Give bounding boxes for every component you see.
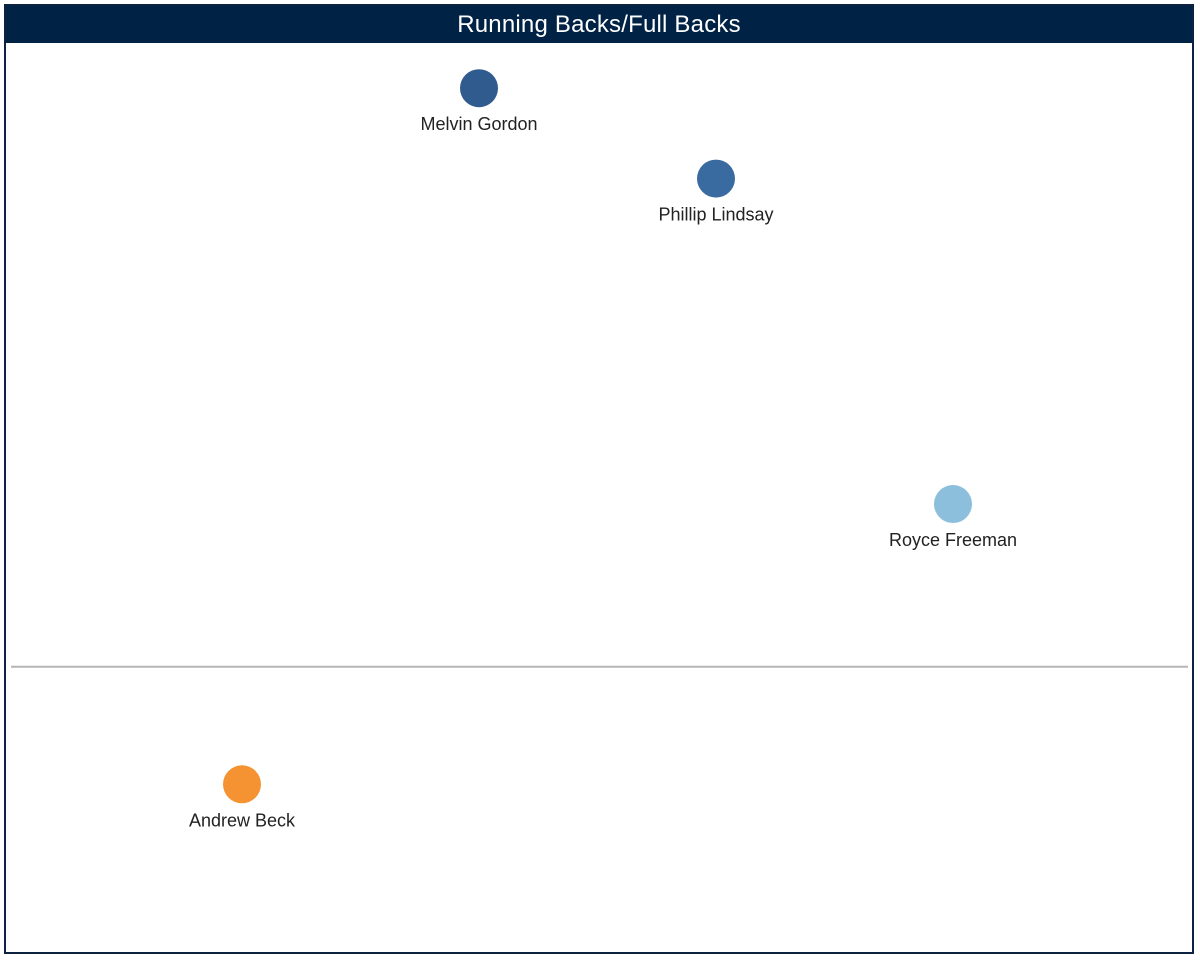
data-point[interactable]: Phillip Lindsay <box>658 159 774 225</box>
point-marker[interactable] <box>223 765 261 804</box>
data-point[interactable]: Royce Freeman <box>889 485 1017 550</box>
data-point[interactable]: Melvin Gordon <box>420 69 538 134</box>
point-label: Phillip Lindsay <box>658 205 773 225</box>
point-marker[interactable] <box>460 69 498 108</box>
data-point[interactable]: Andrew Beck <box>189 765 296 830</box>
point-label: Royce Freeman <box>889 530 1017 550</box>
chart-title: Running Backs/Full Backs <box>6 6 1192 43</box>
point-label: Andrew Beck <box>189 810 296 830</box>
chart-panel: Running Backs/Full Backs <box>4 4 1194 954</box>
point-marker[interactable] <box>697 159 735 198</box>
point-label: Melvin Gordon <box>420 114 537 134</box>
points-layer: Melvin Gordon Phillip Lindsay Royce Freema… <box>189 69 1017 830</box>
point-marker[interactable] <box>934 485 972 524</box>
